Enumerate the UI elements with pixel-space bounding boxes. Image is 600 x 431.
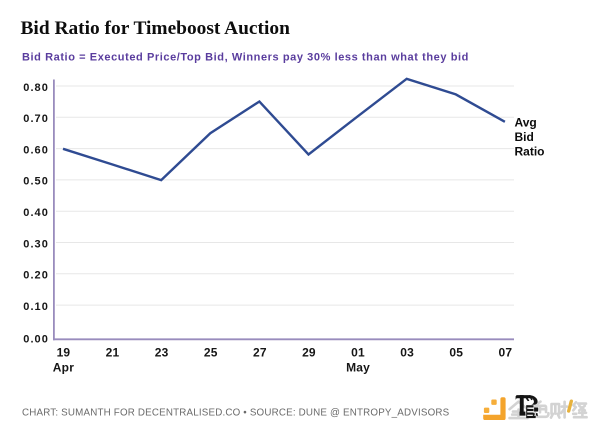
svg-text:0.00: 0.00	[23, 334, 49, 346]
svg-text:0.60: 0.60	[23, 144, 49, 156]
svg-text:01: 01	[351, 346, 365, 360]
svg-text:Bid Ratio = Executed Price/Top: Bid Ratio = Executed Price/Top Bid, Winn…	[22, 52, 469, 64]
svg-text:05: 05	[449, 346, 463, 360]
svg-text:CHART: SUMANTH FOR DECENTRALIS: CHART: SUMANTH FOR DECENTRALISED.CO • SO…	[22, 407, 450, 418]
svg-text:23: 23	[155, 346, 169, 360]
svg-text:0.40: 0.40	[23, 207, 49, 219]
svg-text:May: May	[346, 361, 370, 375]
svg-text:0.30: 0.30	[23, 238, 49, 250]
svg-text:0.10: 0.10	[23, 301, 49, 313]
svg-text:Apr: Apr	[53, 361, 74, 375]
svg-text:Avg: Avg	[515, 116, 537, 130]
svg-text:Ratio: Ratio	[515, 145, 545, 159]
svg-text:29: 29	[302, 346, 316, 360]
svg-text:03: 03	[400, 346, 414, 360]
svg-text:0.70: 0.70	[23, 113, 49, 125]
svg-text:27: 27	[253, 346, 267, 360]
svg-text:Bid Ratio for Timeboost Auctio: Bid Ratio for Timeboost Auction	[21, 18, 291, 39]
svg-text:21: 21	[106, 346, 120, 360]
svg-text:0.20: 0.20	[23, 270, 49, 282]
svg-text:07: 07	[498, 346, 512, 360]
svg-text:0.80: 0.80	[23, 82, 49, 94]
svg-text:25: 25	[204, 346, 218, 360]
svg-text:0.50: 0.50	[23, 176, 49, 188]
svg-text:Bid: Bid	[515, 130, 534, 144]
svg-text:19: 19	[57, 346, 71, 360]
